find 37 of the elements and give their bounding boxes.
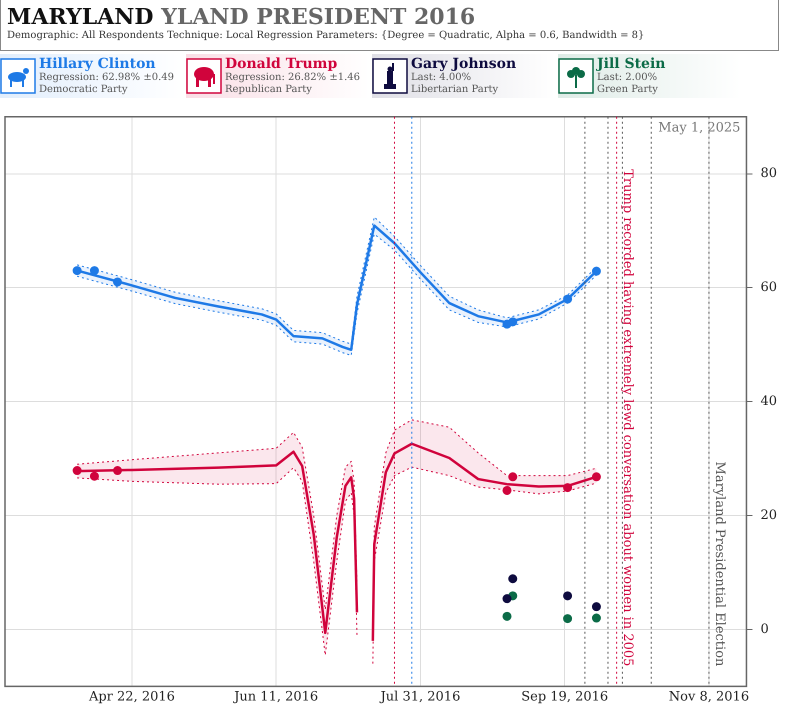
y-tick-label: 20 bbox=[760, 508, 778, 523]
x-tick-label: Sep 19, 2016 bbox=[521, 690, 608, 704]
chart-title: MARYLAND YLAND PRESIDENT 2016 bbox=[7, 4, 476, 30]
point bbox=[563, 614, 572, 624]
x-tick-label: Nov 8, 2016 bbox=[668, 690, 750, 704]
text: Republican Party bbox=[225, 84, 313, 96]
x-tick-label: Jul 31, 2016 bbox=[378, 690, 460, 704]
text: Democratic Party bbox=[39, 84, 128, 96]
text: Donald Trump bbox=[225, 56, 338, 72]
point bbox=[563, 591, 572, 600]
x-tick-label: Jun 11, 2016 bbox=[232, 690, 318, 704]
y-tick-label: 0 bbox=[760, 622, 769, 637]
y-tick-label: 40 bbox=[760, 394, 778, 409]
point bbox=[592, 614, 601, 623]
point bbox=[502, 486, 512, 495]
y-tick-label: 60 bbox=[760, 280, 778, 296]
point bbox=[592, 602, 601, 612]
text: Regression: 26.82% ±1.46 bbox=[225, 72, 360, 84]
legend-label: Gary Johnson bbox=[411, 56, 516, 72]
text: Last: 2.00% bbox=[597, 72, 658, 84]
chart-subtitle: Demographic: All Respondents Technique: Local Regression Parameters: {Degree = Quadratic, Alpha = 0.6, Bandwidth = 8} bbox=[7, 30, 646, 41]
legend-label: Jill Stein bbox=[597, 56, 666, 72]
text: Libertarian Party bbox=[411, 84, 500, 96]
ref-line-label: Trump recorded having extremely lewd conversation about women in 2005 bbox=[620, 169, 635, 666]
legend-label: Hillary Clinton bbox=[39, 56, 157, 72]
point bbox=[502, 612, 512, 621]
point bbox=[502, 594, 512, 604]
point bbox=[508, 574, 518, 584]
annotation: May 1, 2025 bbox=[658, 120, 740, 136]
text: Regression: 62.98% ±0.49 bbox=[39, 72, 174, 84]
point bbox=[90, 472, 99, 481]
x-tick-label: Apr 22, 2016 bbox=[88, 690, 175, 704]
text: Green Party bbox=[597, 84, 659, 96]
ref-line-label: Maryland Presidential Election bbox=[712, 462, 728, 668]
text: Last: 4.00% bbox=[411, 72, 472, 84]
y-tick-label: 80 bbox=[760, 166, 778, 182]
point bbox=[508, 472, 518, 482]
